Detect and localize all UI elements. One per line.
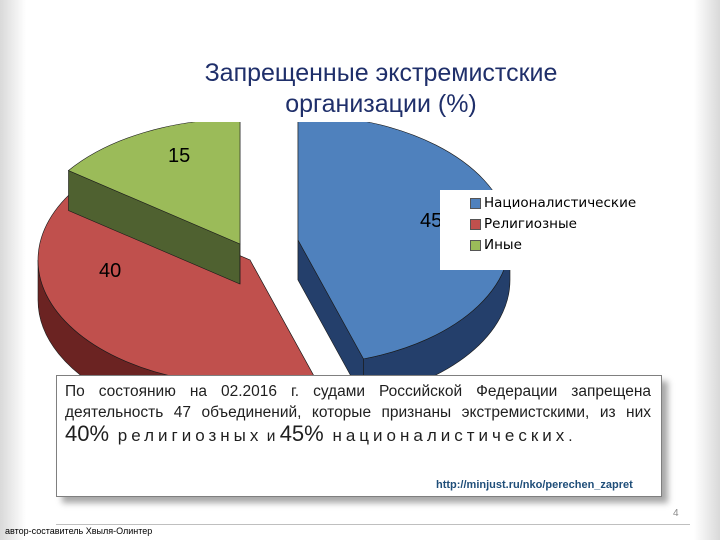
legend-swatch-other: [470, 240, 481, 251]
data-label-nationalist: 45: [420, 210, 440, 232]
info-paragraph: По состоянию на 02.2016 г. судами Россий…: [65, 381, 651, 447]
legend-label-other: Иные: [484, 237, 522, 253]
legend-label-nationalist: Националистические: [484, 195, 637, 211]
nationalist-percent: 45%: [279, 421, 324, 446]
info-conjunction: и: [262, 428, 280, 445]
legend-item-other: Иные: [440, 235, 678, 255]
pie-slice-other: [67, 118, 241, 285]
religious-word: религиозных: [109, 426, 263, 445]
legend-item-religious: Религиозные: [440, 214, 678, 234]
data-label-other: 15: [168, 145, 191, 167]
info-box: По состоянию на 02.2016 г. судами Россий…: [56, 375, 662, 497]
chart-title: Запрещенные экстремистские организации (…: [166, 58, 596, 122]
legend-label-religious: Религиозные: [484, 216, 577, 232]
legend-swatch-religious: [470, 219, 481, 230]
chart-title-line-1: Запрещенные экстремистские: [204, 59, 558, 87]
chart-legend: Националистические Религиозные Иные: [440, 190, 678, 270]
source-link[interactable]: http://minjust.ru/nko/perechen_zapret: [436, 479, 633, 491]
legend-item-nationalist: Националистические: [440, 193, 678, 213]
religious-percent: 40%: [65, 421, 110, 446]
data-label-religious: 40: [99, 260, 122, 282]
page-number: 4: [673, 508, 679, 519]
nationalist-word: националистических: [323, 426, 569, 445]
info-text: По состоянию на 02.2016 г. судами Россий…: [65, 383, 651, 421]
legend-swatch-nationalist: [470, 198, 481, 209]
chart-title-line-2: организации (%): [285, 90, 477, 118]
slide-left-shade: [0, 0, 26, 540]
author-credit: автор-составитель Хвыля-Олинтер: [5, 526, 153, 536]
slide-right-shade: [694, 0, 720, 540]
info-period: .: [568, 428, 573, 445]
footer-divider: [56, 524, 690, 525]
